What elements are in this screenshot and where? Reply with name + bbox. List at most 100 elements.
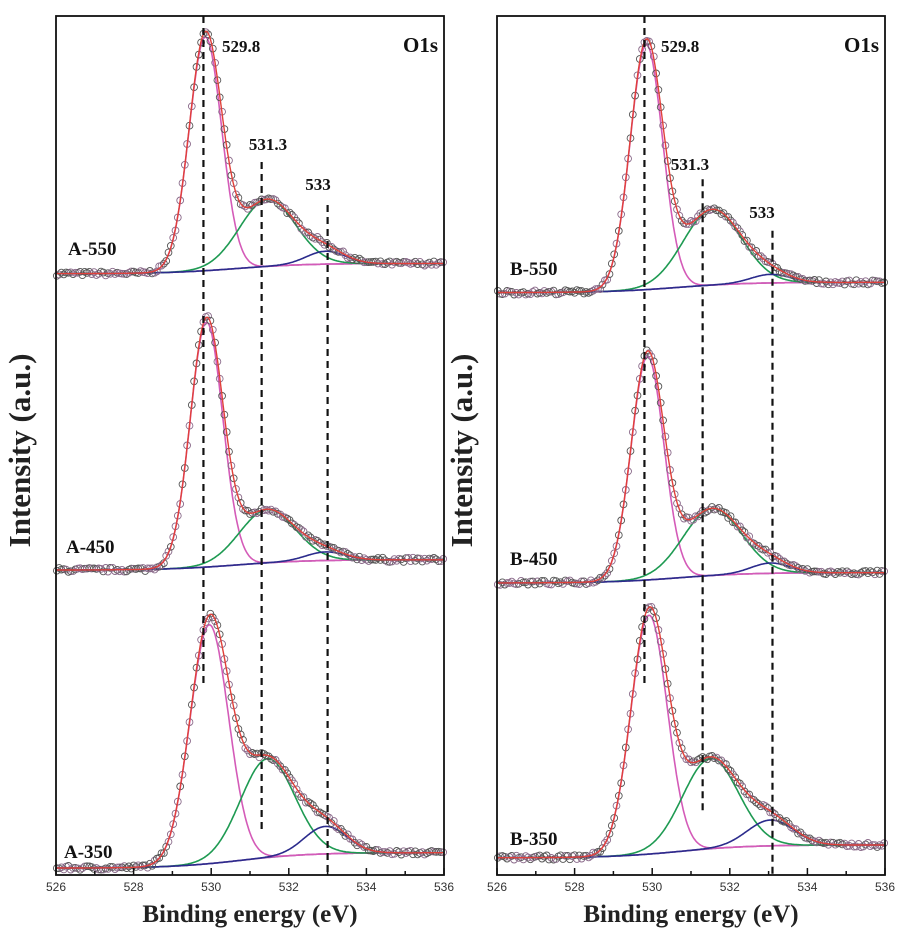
data-point	[607, 556, 616, 565]
peak-label: 533	[749, 203, 775, 222]
data-point	[160, 259, 168, 268]
data-point	[339, 828, 347, 836]
data-point	[729, 218, 737, 227]
data-point	[836, 838, 844, 847]
data-point	[822, 570, 830, 578]
data-point	[601, 838, 609, 847]
data-point	[423, 556, 431, 565]
data-point	[754, 252, 763, 260]
data-point	[292, 785, 301, 794]
data-point	[677, 744, 686, 753]
data-point	[770, 810, 779, 818]
data-point	[722, 212, 730, 221]
data-point	[680, 514, 688, 523]
data-point	[211, 617, 219, 626]
data-point	[594, 848, 602, 856]
data-point	[234, 193, 243, 202]
data-point	[141, 567, 150, 575]
peak-label: 529.8	[661, 37, 699, 56]
data-point	[724, 765, 733, 773]
data-point	[276, 201, 285, 210]
envelope-line	[497, 350, 885, 584]
data-point	[399, 258, 408, 266]
data-point	[852, 570, 861, 579]
envelope-line	[497, 38, 885, 294]
data-point	[736, 522, 744, 531]
x-tick-label: 532	[279, 880, 299, 894]
data-point	[353, 256, 361, 264]
peak-label: 531.3	[249, 135, 287, 154]
data-point	[775, 554, 784, 563]
data-point	[649, 607, 658, 615]
data-point	[208, 613, 217, 622]
data-point	[552, 290, 560, 299]
data-point	[603, 569, 612, 577]
x-tick-label: 534	[356, 880, 376, 894]
data-point	[411, 257, 420, 266]
data-point	[274, 199, 282, 208]
x-tick-label: 528	[565, 880, 585, 894]
data-point	[512, 851, 521, 860]
data-point	[378, 553, 387, 562]
data-point	[69, 567, 77, 575]
data-point	[204, 614, 212, 623]
x-tick-label: 536	[875, 880, 895, 894]
data-point	[738, 782, 747, 791]
data-point	[784, 270, 793, 278]
envelope-line	[56, 30, 444, 275]
data-point	[712, 206, 721, 215]
data-point	[652, 614, 660, 622]
data-point	[120, 862, 129, 870]
data-point	[591, 285, 600, 293]
data-point	[750, 248, 758, 257]
data-point	[752, 247, 761, 255]
data-point	[510, 855, 518, 864]
data-point	[239, 505, 247, 513]
y-axis-label: Intensity (a.u.)	[2, 354, 37, 548]
peak-label: 529.8	[222, 37, 260, 56]
data-point	[383, 557, 392, 566]
data-point	[754, 542, 763, 550]
data-point	[162, 551, 171, 560]
data-point	[418, 557, 427, 566]
data-point	[733, 522, 742, 531]
data-point	[507, 577, 516, 586]
data-point	[647, 352, 656, 361]
data-point	[143, 863, 152, 872]
envelope-line	[497, 606, 885, 859]
data-point	[157, 849, 166, 858]
data-point	[743, 533, 751, 542]
data-point	[274, 759, 282, 768]
data-point	[731, 518, 740, 527]
data-point	[416, 257, 424, 266]
data-point	[288, 519, 296, 528]
spectrum-A-350: A-350	[52, 609, 448, 874]
data-point	[350, 838, 359, 847]
data-point	[204, 30, 212, 39]
spectrum-label: B-550	[510, 259, 558, 280]
data-point	[675, 738, 684, 747]
spectrum-B-450: B-450	[493, 346, 889, 589]
x-tick-label: 530	[201, 880, 221, 894]
data-point	[343, 830, 352, 839]
data-point	[64, 862, 73, 870]
data-point	[162, 257, 171, 265]
data-point	[346, 253, 354, 262]
data-point	[418, 260, 427, 269]
data-point	[243, 746, 252, 755]
x-tick-label: 526	[487, 880, 507, 894]
data-point	[701, 207, 709, 216]
data-point	[675, 211, 684, 220]
data-point	[538, 576, 546, 585]
data-point	[743, 790, 751, 799]
data-point	[120, 567, 129, 576]
panel-1: A-550 A-450 A-350 529.8 531.3 533 526 528 530 532…	[2, 15, 454, 928]
data-point	[236, 730, 245, 739]
peak-label: 533	[305, 175, 331, 194]
data-point	[295, 219, 303, 228]
data-point	[281, 204, 289, 213]
plot-frame	[496, 15, 886, 876]
data-point	[838, 567, 847, 576]
data-point	[166, 542, 175, 551]
data-point	[738, 526, 747, 535]
